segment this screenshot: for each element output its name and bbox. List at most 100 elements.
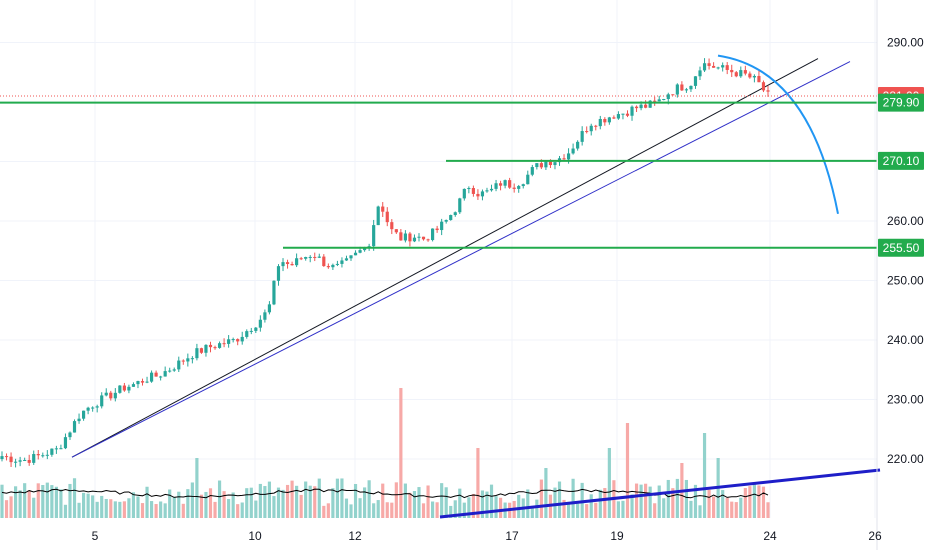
candle-body: [340, 260, 344, 264]
candle-body: [467, 188, 471, 190]
volume-bar: [140, 503, 145, 518]
candle-body: [471, 188, 475, 194]
volume-bar: [258, 483, 262, 518]
volume-bar: [326, 503, 330, 518]
candle-body: [50, 448, 54, 455]
candle-body: [344, 258, 349, 261]
volume-bar: [412, 491, 417, 518]
candle-body: [394, 229, 398, 233]
volume-bar: [281, 489, 285, 518]
volume-bar: [227, 499, 231, 518]
candle-body: [18, 460, 22, 462]
candle-body: [630, 106, 634, 116]
candle-body: [761, 82, 766, 91]
volume-bar: [589, 494, 593, 518]
volume-bar: [462, 502, 466, 518]
volume-bar: [489, 484, 494, 518]
time-axis[interactable]: 5 10 12 17 19 24 26: [92, 529, 882, 543]
volume-bar: [249, 487, 253, 518]
candle-body: [662, 99, 666, 101]
volume-bar: [431, 501, 435, 518]
candle-body: [603, 118, 607, 123]
volume-bar: [476, 448, 480, 518]
candle-body: [653, 100, 657, 102]
volume-bar: [417, 487, 421, 518]
volume-bar: [145, 486, 149, 518]
candle-body: [186, 358, 190, 362]
candle-body: [322, 256, 326, 267]
volume-bar: [154, 504, 158, 518]
volume-bar: [54, 486, 58, 518]
volume-bar: [376, 500, 380, 518]
level-badge-text: 270.10: [883, 154, 920, 168]
candle-body: [453, 212, 457, 216]
candle-body: [716, 67, 720, 69]
volume-bar: [50, 485, 54, 518]
volume-bar: [752, 484, 756, 518]
candle-body: [684, 89, 689, 91]
volume-bar: [240, 502, 244, 518]
candle-body: [494, 183, 498, 189]
volume-bar: [254, 500, 258, 518]
candle-body: [353, 252, 358, 256]
candle-body: [766, 90, 770, 92]
candle-body: [539, 163, 543, 168]
candle-body: [163, 371, 167, 377]
volume-bar: [372, 503, 376, 518]
candle-body: [462, 188, 466, 199]
volume-trend-line: [439, 468, 881, 519]
volume-bar: [136, 496, 140, 518]
candle-body: [544, 161, 548, 168]
volume-bar: [317, 478, 321, 518]
candle-body: [417, 236, 421, 238]
volume-bar: [421, 503, 426, 518]
volume-bar: [535, 499, 539, 518]
candles: [0, 58, 770, 468]
candle-body: [181, 360, 185, 362]
candle-body: [403, 233, 407, 241]
candle-body: [503, 180, 507, 186]
candle-body: [526, 174, 530, 185]
volume-bar: [367, 480, 371, 518]
price-tick-label: 240.00: [887, 333, 924, 347]
volume-bar: [313, 486, 317, 518]
candle-body: [553, 162, 557, 166]
volume-bar: [494, 496, 498, 518]
volume-bar: [95, 501, 99, 518]
candle-body: [721, 65, 725, 68]
candle-body: [109, 392, 113, 399]
candle-body: [77, 418, 81, 422]
volume-bar: [14, 486, 18, 518]
volume-bar: [100, 495, 104, 518]
volume-bar: [222, 491, 226, 518]
candle-body: [698, 70, 702, 77]
volume-bar: [122, 501, 126, 518]
candle-body: [421, 236, 426, 240]
candle-body: [349, 255, 353, 259]
volume-bar: [739, 497, 743, 518]
volume-bar: [453, 500, 457, 518]
candle-body: [702, 63, 707, 71]
volume-bar: [131, 492, 136, 518]
volume-bar: [163, 503, 167, 518]
candle-body: [326, 266, 330, 268]
candle-body: [41, 455, 45, 457]
candle-body: [616, 114, 621, 119]
volume-bar: [272, 496, 276, 518]
volume-bar: [358, 498, 362, 518]
volume-bar: [385, 502, 389, 518]
volume-bar: [9, 496, 13, 518]
candle-body: [566, 153, 571, 160]
candle-body: [172, 369, 176, 371]
candle-body: [675, 84, 679, 95]
volume-bar: [91, 495, 95, 518]
candle-body: [91, 407, 95, 409]
volume-bar: [204, 491, 208, 518]
volume-bar: [594, 502, 598, 518]
candle-body: [485, 190, 489, 192]
price-tick-label: 220.00: [887, 452, 924, 466]
volume-bar: [149, 501, 154, 518]
volume-bar: [186, 489, 190, 518]
candle-body: [385, 211, 389, 223]
